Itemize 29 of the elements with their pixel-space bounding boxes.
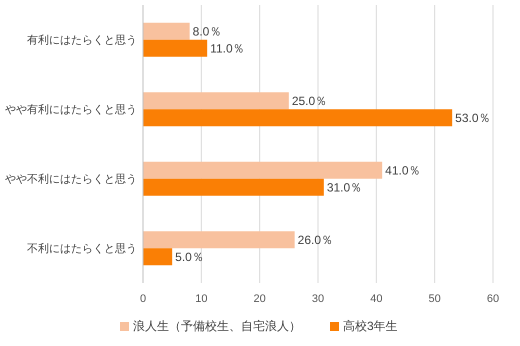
y-tick-label: やや不利にはたらくと思う xyxy=(5,172,137,186)
data-label: 41.0％ xyxy=(385,163,421,178)
x-tick-label: 40 xyxy=(370,293,382,305)
bar xyxy=(143,178,324,196)
data-label: 5.0％ xyxy=(175,250,204,264)
x-tick-label: 50 xyxy=(428,293,441,305)
x-tick-label: 10 xyxy=(195,293,208,305)
x-tick-label: 20 xyxy=(254,293,266,305)
y-tick-label: やや有利にはたらくと思う xyxy=(5,103,137,116)
data-label: 8.0％ xyxy=(192,24,222,38)
legend-label: 浪人生（予備校生、自宅浪人） xyxy=(133,319,301,334)
data-label: 26.0％ xyxy=(298,232,334,247)
data-label: 25.0％ xyxy=(292,94,328,108)
bar xyxy=(143,40,208,57)
bar xyxy=(143,92,289,110)
bar xyxy=(143,231,295,248)
y-tick-label: 不利にはたらくと思う xyxy=(27,242,137,256)
bar xyxy=(143,109,452,126)
data-label: 31.0％ xyxy=(326,180,362,194)
bar xyxy=(143,162,382,179)
data-label: 11.0％ xyxy=(210,41,245,56)
data-label: 53.0％ xyxy=(455,110,491,125)
bar xyxy=(143,22,190,40)
y-tick-label: 有利にはたらくと思う xyxy=(27,34,137,47)
x-tick-label: 60 xyxy=(486,293,500,305)
x-tick-label: 0 xyxy=(140,293,146,305)
bar xyxy=(143,248,172,266)
x-tick-label: 30 xyxy=(312,293,324,305)
legend-label: 高校3年生 xyxy=(343,319,398,334)
